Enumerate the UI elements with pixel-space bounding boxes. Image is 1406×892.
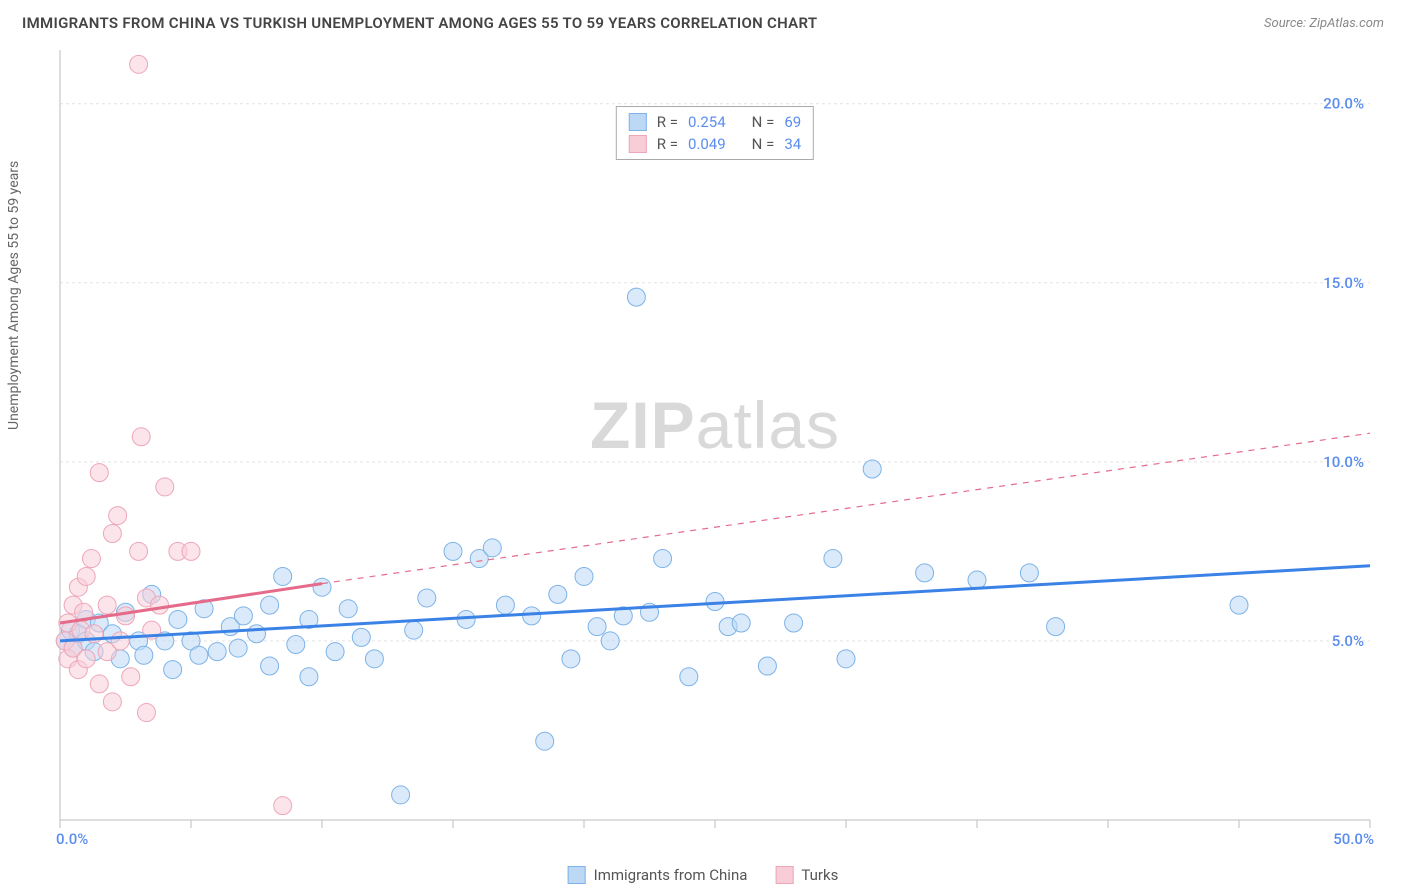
correlation-legend: R = 0.254 N = 69 R = 0.049 N = 34 <box>616 106 814 160</box>
r-label: R = <box>657 113 678 131</box>
chart-title: IMMIGRANTS FROM CHINA VS TURKISH UNEMPLO… <box>22 14 817 32</box>
swatch-series-b <box>629 135 647 153</box>
source-attribution: Source: ZipAtlas.com <box>1264 16 1384 31</box>
legend-label: Immigrants from China <box>594 866 748 884</box>
axis-tick-label: 50.0% <box>1333 830 1374 848</box>
svg-text:15.0%: 15.0% <box>1323 274 1364 292</box>
r-label: R = <box>657 135 678 153</box>
correlation-scatter-chart: 5.0% 10.0% 15.0% 20.0% <box>50 50 1380 832</box>
legend-label: Turks <box>801 866 838 884</box>
svg-text:10.0%: 10.0% <box>1323 453 1364 471</box>
n-label: N = <box>752 113 775 131</box>
correlation-legend-row: R = 0.049 N = 34 <box>629 133 801 155</box>
swatch-series-a <box>568 866 586 884</box>
y-axis-label: Unemployment Among Ages 55 to 59 years <box>6 161 22 430</box>
swatch-series-b <box>775 866 793 884</box>
correlation-legend-row: R = 0.254 N = 69 <box>629 111 801 133</box>
series-legend: Immigrants from China Turks <box>568 866 839 884</box>
r-value: 0.049 <box>688 135 726 153</box>
legend-item: Immigrants from China <box>568 866 748 884</box>
axis-tick-label: 0.0% <box>56 830 88 848</box>
swatch-series-a <box>629 113 647 131</box>
svg-text:5.0%: 5.0% <box>1332 632 1364 650</box>
n-value: 69 <box>784 113 801 131</box>
n-value: 34 <box>784 135 801 153</box>
r-value: 0.254 <box>688 113 726 131</box>
n-label: N = <box>752 135 775 153</box>
svg-text:20.0%: 20.0% <box>1323 95 1364 113</box>
legend-item: Turks <box>775 866 838 884</box>
